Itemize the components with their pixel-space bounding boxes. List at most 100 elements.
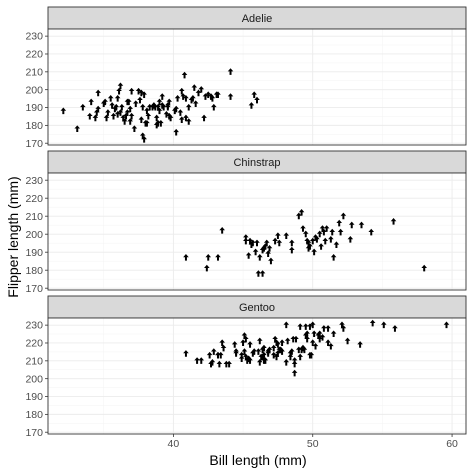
data-point	[261, 351, 267, 359]
data-point	[192, 100, 199, 107]
data-point	[421, 264, 427, 272]
data-point	[166, 112, 173, 120]
data-point	[220, 344, 227, 352]
data-point	[358, 221, 365, 229]
data-point	[251, 91, 258, 99]
data-point	[325, 339, 331, 346]
data-point	[198, 86, 205, 93]
data-point	[305, 245, 312, 252]
data-point	[226, 360, 232, 368]
data-point	[261, 344, 267, 352]
data-point	[265, 350, 271, 357]
data-point	[153, 114, 160, 122]
y-tick-label: 200	[25, 373, 43, 385]
data-point	[137, 96, 143, 104]
data-point	[321, 325, 327, 332]
data-point	[270, 351, 277, 359]
data-point	[321, 228, 327, 236]
data-point	[255, 348, 262, 355]
data-point	[300, 225, 306, 232]
data-point	[215, 254, 221, 261]
data-point	[272, 237, 278, 245]
data-point	[74, 125, 81, 132]
data-point	[307, 243, 313, 250]
y-tick-label: 210	[25, 211, 43, 223]
data-point	[233, 348, 239, 355]
data-point	[368, 228, 375, 236]
data-point	[145, 112, 152, 120]
data-point	[283, 359, 290, 366]
data-point	[95, 89, 101, 97]
data-point	[211, 348, 217, 355]
data-point	[124, 98, 131, 106]
y-tick-label: 230	[25, 31, 43, 43]
data-point	[392, 325, 398, 332]
data-point	[254, 96, 260, 104]
data-point	[256, 359, 263, 366]
data-point	[121, 118, 128, 125]
data-point	[328, 236, 334, 243]
data-point	[311, 248, 317, 256]
x-axis-title: Bill length (mm)	[209, 452, 306, 468]
panel-gentoo: Gentoo 170 180 190 200 210 220 230	[25, 295, 467, 439]
data-point	[330, 254, 337, 261]
panel-chinstrap: Chinstrap 170 180 190 200 210 220 230	[25, 150, 467, 295]
data-point	[174, 95, 181, 102]
data-point	[117, 109, 124, 116]
data-point	[204, 264, 210, 272]
data-point	[289, 239, 295, 247]
data-point	[185, 118, 192, 125]
data-point	[312, 342, 319, 350]
data-point	[92, 114, 99, 122]
data-point	[268, 257, 274, 265]
data-point	[254, 239, 260, 247]
data-point	[311, 330, 317, 338]
data-point	[300, 344, 306, 352]
data-point	[144, 107, 150, 115]
data-point	[177, 109, 184, 116]
data-point	[243, 234, 249, 241]
points-chinstrap	[183, 209, 427, 277]
data-point	[173, 105, 179, 113]
data-point	[256, 254, 263, 261]
x-tick-label: 60	[446, 438, 458, 450]
data-point	[208, 93, 214, 100]
x-tick-label: 40	[168, 438, 180, 450]
data-point	[139, 103, 146, 111]
data-point	[287, 353, 294, 361]
data-point	[323, 225, 330, 232]
data-point	[113, 103, 120, 111]
data-point	[190, 95, 196, 102]
y-tick-label: 230	[25, 320, 43, 332]
data-point	[247, 237, 253, 245]
panel-border	[47, 172, 467, 291]
data-point	[291, 360, 298, 368]
y-tick-label: 210	[25, 355, 43, 367]
y-tick-label: 220	[25, 193, 43, 205]
y-tick-label: 170	[25, 283, 43, 295]
data-point	[128, 112, 135, 120]
data-point	[156, 98, 163, 106]
data-point	[251, 348, 258, 355]
y-axis-title: Flipper length (mm)	[5, 176, 21, 297]
y-tick-label: 220	[25, 49, 43, 61]
data-point	[329, 228, 336, 236]
data-point	[120, 114, 127, 122]
y-tick-label: 230	[25, 175, 43, 187]
y-tick-label: 180	[25, 409, 43, 421]
data-point	[180, 93, 186, 100]
data-point	[132, 100, 139, 107]
data-point	[166, 98, 173, 106]
data-point	[183, 114, 189, 122]
data-point	[188, 96, 195, 104]
data-point	[322, 237, 329, 245]
data-point	[159, 102, 166, 109]
points-adelie	[60, 68, 260, 143]
data-point	[336, 219, 343, 227]
data-point	[238, 355, 245, 363]
data-point	[227, 93, 234, 100]
data-point	[390, 218, 397, 225]
data-point	[213, 91, 220, 99]
data-point	[330, 330, 337, 338]
